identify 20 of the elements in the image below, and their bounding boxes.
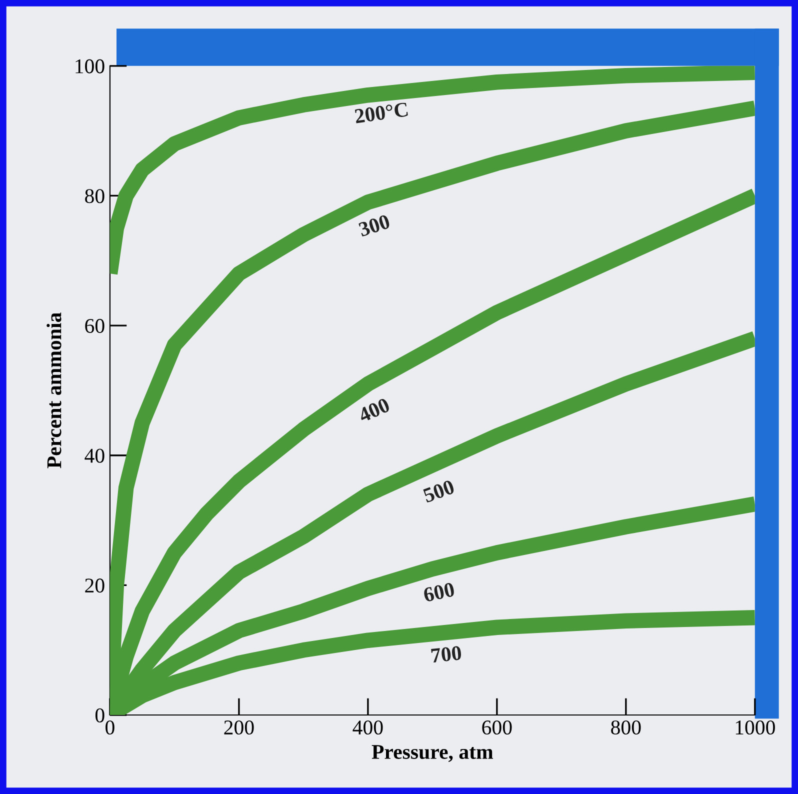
x-tick-label: 400: [352, 720, 383, 735]
x-axis-title: Pressure, atm: [372, 745, 494, 762]
text: 700: [431, 646, 462, 663]
y-tick-label: 20: [85, 578, 104, 593]
text: 200°C: [354, 102, 408, 124]
text: 600: [422, 582, 455, 602]
text: 400: [357, 398, 391, 423]
x-tick-label: 600: [482, 720, 512, 735]
y-tick-label: 40: [84, 448, 104, 463]
text: 500: [422, 479, 456, 503]
x-tick-label: 1000: [736, 720, 775, 735]
x-tick-label: 200: [224, 720, 254, 735]
x-tick-label: 800: [611, 720, 641, 735]
y-tick-label: 60: [85, 318, 104, 333]
y-tick-label: 100: [76, 59, 104, 74]
y-tick-label: 0: [95, 708, 104, 722]
x-tick-label: 0: [106, 720, 114, 735]
y-tick-label: 80: [85, 189, 104, 204]
y-axis-title: Percent ammonia: [46, 312, 62, 468]
text: 300: [358, 214, 391, 237]
